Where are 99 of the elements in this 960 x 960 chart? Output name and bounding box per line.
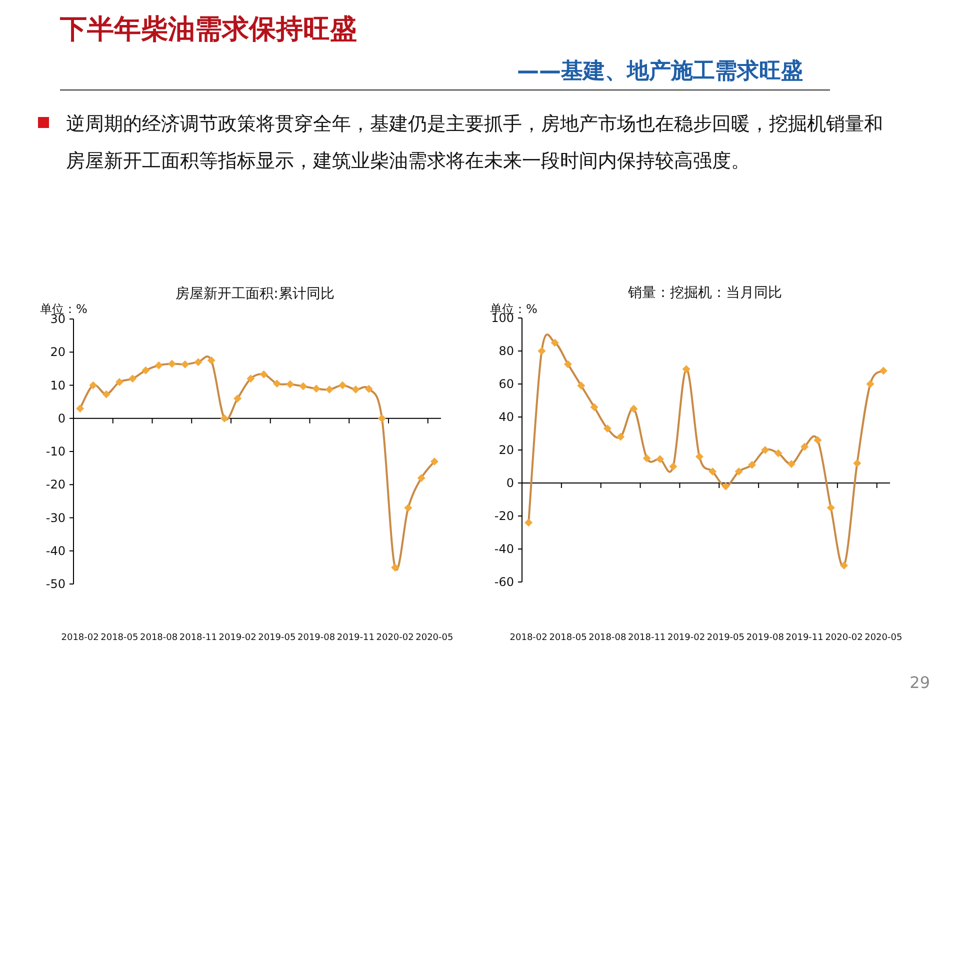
point (866, 380, 874, 388)
x-tick-label: 2018-02 (510, 633, 548, 643)
point (194, 358, 202, 366)
x-tick-label: 2019-02 (218, 633, 256, 643)
x-tick-label: 2018-11 (179, 633, 217, 643)
point (695, 452, 704, 461)
point (246, 374, 255, 383)
point (352, 386, 360, 394)
point (260, 370, 268, 378)
point (630, 404, 638, 413)
point (734, 467, 743, 476)
y-tick-label: -60 (494, 575, 514, 589)
point (787, 460, 796, 468)
text: 29 (910, 673, 930, 692)
point (272, 380, 281, 388)
x-tick-label: 2019-11 (336, 633, 374, 643)
point (616, 432, 625, 441)
y-tick-label: 40 (498, 410, 514, 424)
x-tick-label: 2019-05 (706, 633, 745, 643)
point (128, 374, 137, 383)
point (590, 403, 598, 412)
point (115, 378, 124, 386)
x-tick-label: 2018-08 (140, 633, 178, 643)
point (430, 457, 438, 466)
x-tick-label: 2020-05 (416, 633, 454, 643)
point (220, 414, 228, 422)
y-tick-label: 20 (498, 443, 514, 457)
x-tick-label: 2018-05 (100, 633, 138, 643)
point (524, 518, 533, 527)
point (722, 482, 730, 490)
point (299, 382, 308, 390)
point (378, 414, 386, 422)
point (682, 365, 690, 374)
y-tick-label: -20 (494, 509, 514, 523)
point (142, 366, 150, 374)
point (708, 467, 717, 476)
point (879, 366, 888, 375)
y-tick-label: -20 (46, 478, 66, 492)
x-tick-label: 2020-02 (376, 633, 414, 643)
y-tick-label: 20 (50, 345, 66, 360)
point (800, 442, 809, 451)
y-tick-label: 0 (506, 476, 514, 490)
y-tick-label: -50 (46, 577, 66, 591)
point (603, 424, 612, 433)
text: 逆周期的经济调节政策将贯穿全年，基建仍是主要抓手，房地产市场也在稳步回暖，挖掘机销量和房屋新开工面积等指标显示，建筑业柴油需求将在未来一段时间内保持较高强度。 (66, 112, 884, 174)
x-tick-label: 2019-11 (786, 633, 824, 643)
point (286, 380, 294, 388)
y-axis-title: 单位：% (40, 302, 88, 316)
point (102, 390, 110, 398)
point (761, 446, 770, 454)
point (338, 381, 347, 390)
point (391, 563, 400, 572)
x-tick-label: 2019-08 (298, 633, 336, 643)
y-tick-label: 60 (498, 377, 514, 391)
point (642, 454, 651, 462)
y-tick-label: 10 (50, 378, 66, 392)
x-tick-label: 2019-02 (667, 633, 706, 643)
point (168, 360, 176, 368)
point (207, 356, 216, 364)
point (853, 459, 862, 468)
point (89, 381, 98, 390)
x-tick-label: 2019-05 (258, 633, 296, 643)
text: ——基建、地产施工需求旺盛 (517, 58, 803, 84)
x-tick-label: 2018-11 (628, 633, 666, 643)
chart-title: 销量：挖掘机：当月同比 (627, 285, 782, 301)
point (814, 436, 822, 444)
point (181, 360, 190, 368)
point (538, 347, 546, 355)
y-tick-label: -40 (494, 542, 514, 556)
point (656, 455, 664, 464)
point (364, 384, 373, 393)
point (774, 449, 782, 458)
x-tick-label: 2018-02 (61, 633, 99, 643)
point (748, 460, 756, 469)
point (564, 360, 572, 368)
text: 下半年柴油需求保持旺盛 (59, 14, 357, 45)
point (76, 404, 84, 412)
point (840, 562, 848, 570)
y-tick-label: -10 (46, 444, 66, 458)
point (312, 384, 320, 393)
point (826, 504, 835, 512)
y-tick-label: -30 (46, 510, 66, 525)
point (154, 361, 163, 370)
x-tick-label: 2018-08 (588, 633, 626, 643)
y-tick-label: -40 (46, 544, 66, 558)
point (417, 474, 426, 482)
point (234, 394, 242, 402)
x-tick-label: 2020-02 (825, 633, 863, 643)
point (669, 462, 678, 470)
y-tick-label: 80 (498, 344, 514, 358)
x-tick-label: 2018-05 (549, 633, 587, 643)
point (550, 338, 559, 347)
point (325, 386, 334, 394)
point (404, 504, 412, 512)
x-tick-label: 2019-08 (746, 633, 784, 643)
point (577, 382, 586, 390)
chart-title: 房屋新开工面积:累计同比 (176, 286, 334, 302)
x-tick-label: 2020-05 (864, 633, 902, 643)
y-tick-label: 0 (58, 411, 66, 426)
